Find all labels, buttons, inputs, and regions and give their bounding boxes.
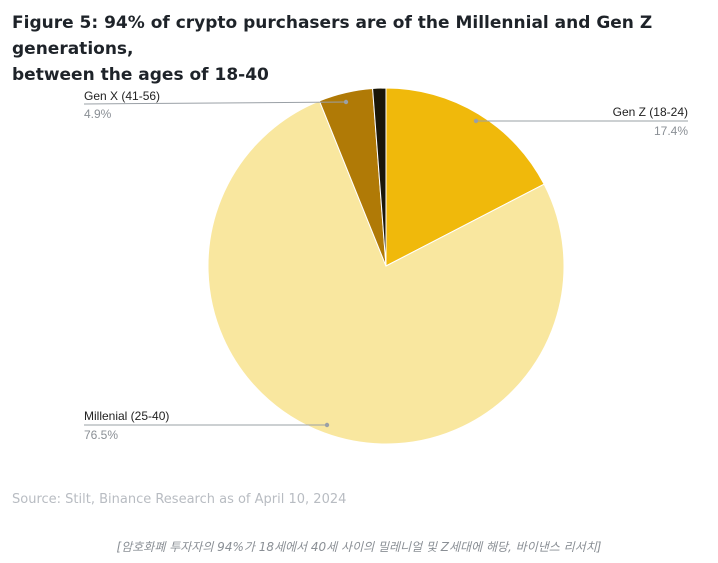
genz-leader-dot [473, 118, 479, 124]
pie-chart: Gen Z (18-24) 17.4% Gen X (41-56) 4.9% M… [83, 87, 688, 445]
genx-leader-dot [343, 99, 349, 105]
pie-slice-other [372, 87, 387, 267]
pie-slice-genz [385, 87, 545, 267]
genx-value-label: 4.9% [84, 107, 112, 121]
pie-slice-millennial [207, 100, 565, 445]
callouts: Gen Z (18-24) 17.4% Gen X (41-56) 4.9% M… [83, 89, 688, 442]
chart-title-line-2: between the ages of 18-40 [12, 65, 269, 85]
korean-caption: [암호화폐 투자자의 94%가 18세에서 40세 사이의 밀레니얼 및 Z세대… [116, 540, 602, 554]
millennial-value-label: 76.5% [84, 428, 118, 442]
genx-label: Gen X (41-56) [84, 89, 160, 103]
genx-leader-line [83, 101, 347, 105]
millennial-label: Millenial (25-40) [84, 409, 169, 423]
source-note: Source: Stilt, Binance Research as of Ap… [12, 492, 347, 507]
millennial-leader-dot [324, 422, 330, 428]
genz-value-label: 17.4% [654, 124, 688, 138]
chart-title: Figure 5: 94% of crypto purchasers are o… [12, 10, 712, 88]
chart-title-line-1: Figure 5: 94% of crypto purchasers are o… [12, 13, 653, 59]
pie-slices [207, 87, 565, 445]
genz-label: Gen Z (18-24) [613, 105, 688, 119]
